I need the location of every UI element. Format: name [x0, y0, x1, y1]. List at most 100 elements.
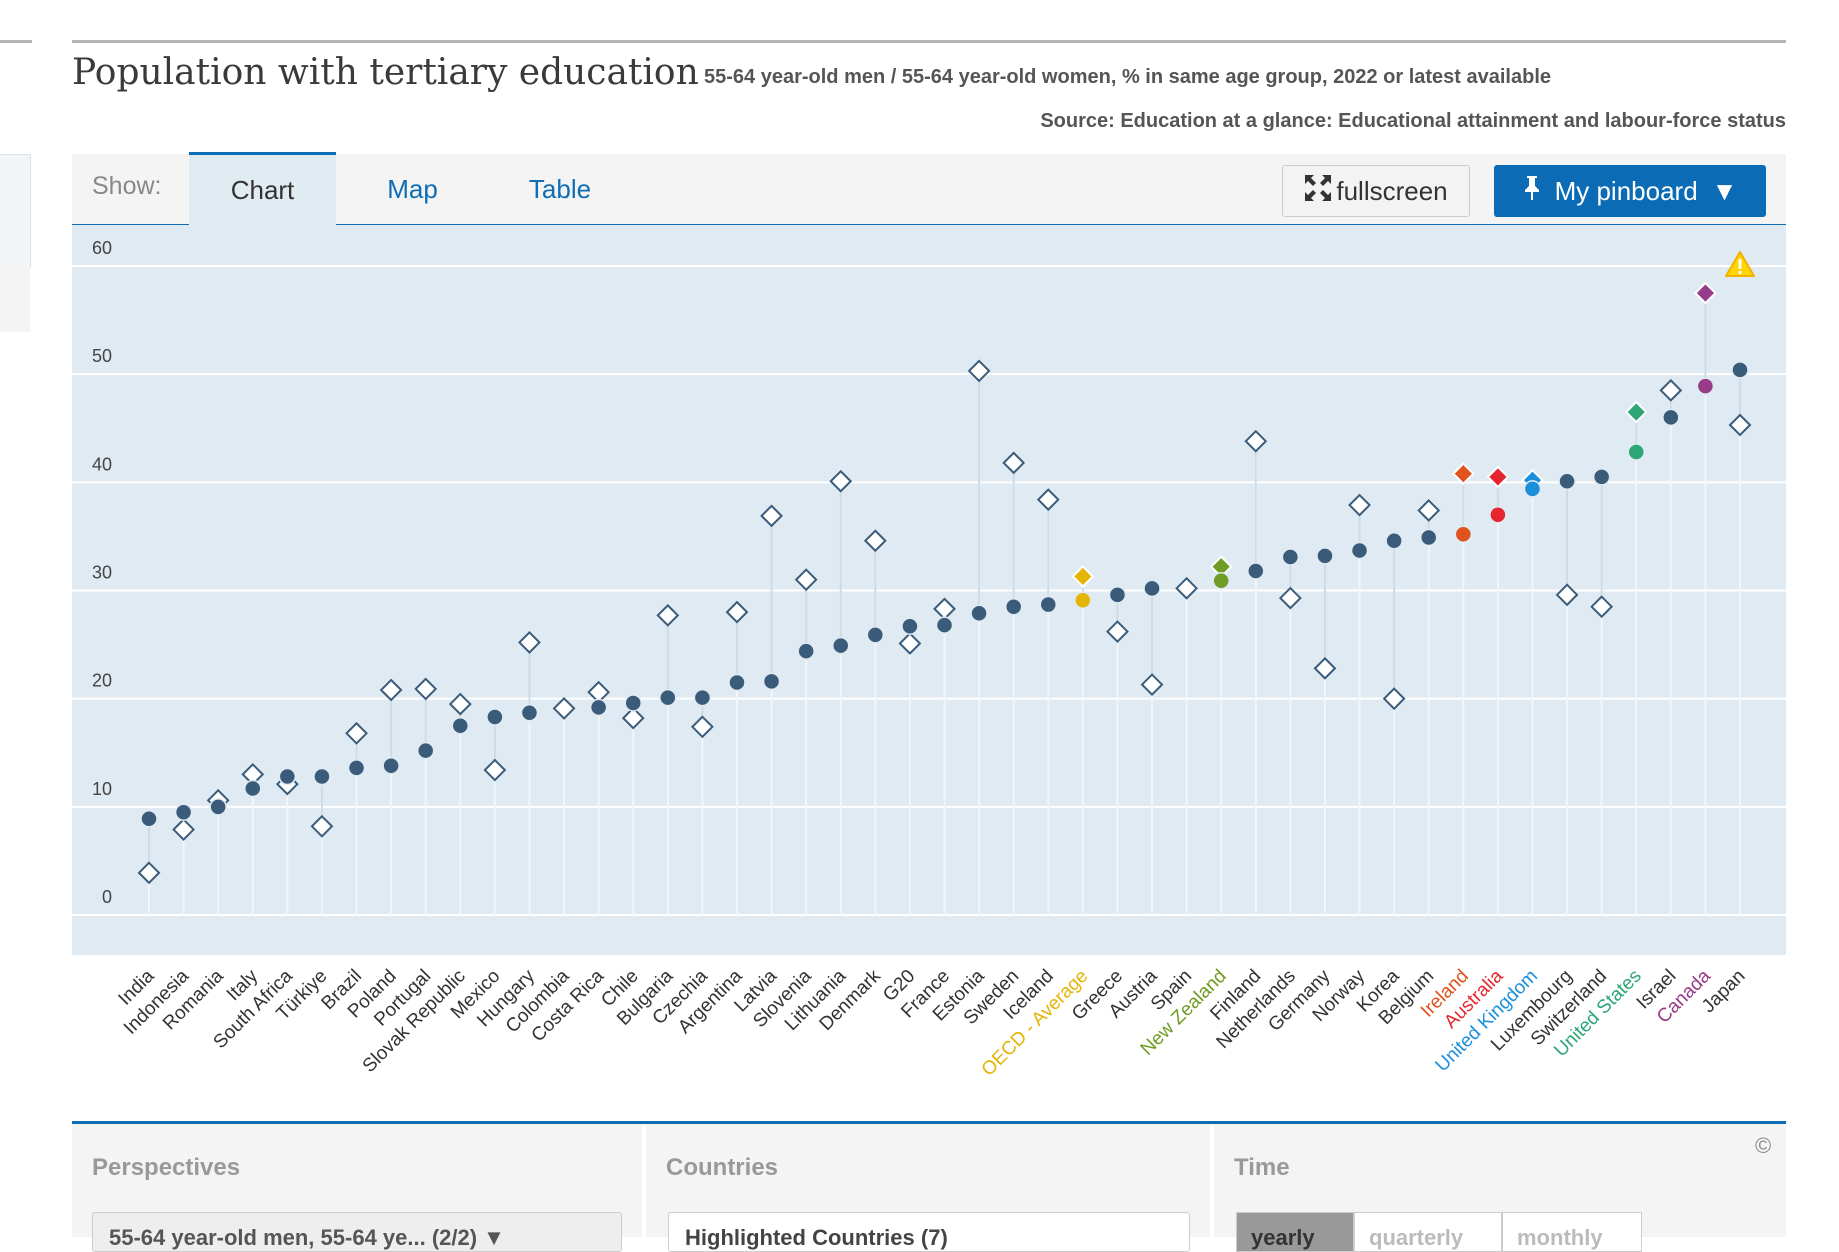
- y-tick-label: 40: [92, 454, 112, 474]
- men-marker: [1731, 361, 1749, 379]
- men-marker: [1074, 591, 1092, 609]
- warning-mark: [1738, 259, 1742, 269]
- women-marker: [967, 359, 991, 383]
- women-marker: [1659, 378, 1683, 402]
- countries-panel: Countries Highlighted Countries (7): [646, 1124, 1210, 1252]
- women-marker: [137, 861, 161, 885]
- women-marker: [1313, 656, 1337, 680]
- women-marker: [1175, 576, 1199, 600]
- chart: 0102030405060IndiaIndonesiaRomaniaItalyS…: [72, 225, 1786, 1080]
- side-panel-edge: [0, 154, 31, 268]
- tab-table[interactable]: Table: [528, 173, 592, 204]
- tab-map[interactable]: Map: [387, 173, 438, 204]
- men-marker: [1454, 525, 1473, 544]
- warning-icon: [1725, 251, 1755, 277]
- men-marker: [1419, 528, 1438, 547]
- women-marker: [656, 603, 680, 627]
- divider: [72, 40, 1786, 43]
- men-marker: [1039, 595, 1058, 614]
- men-marker: [970, 604, 988, 622]
- time-option-monthly[interactable]: monthly: [1502, 1212, 1642, 1252]
- men-marker: [416, 741, 435, 760]
- countries-heading: Countries: [666, 1154, 779, 1181]
- men-marker: [866, 626, 885, 644]
- women-marker: [1693, 281, 1717, 305]
- women-marker: [898, 632, 922, 655]
- men-marker: [659, 688, 677, 707]
- y-tick-label: 0: [102, 887, 112, 907]
- men-marker: [382, 756, 400, 775]
- men-marker: [1281, 548, 1300, 566]
- men-marker: [1489, 506, 1507, 524]
- pin-icon: [1523, 175, 1541, 208]
- men-marker: [1523, 480, 1542, 498]
- page-title: Population with tertiary education: [72, 52, 699, 93]
- women-marker: [1002, 451, 1026, 475]
- women-marker: [725, 600, 749, 624]
- men-marker: [1247, 562, 1265, 580]
- men-marker: [1004, 597, 1023, 616]
- women-marker: [621, 706, 645, 730]
- fullscreen-icon: [1304, 174, 1332, 209]
- women-marker: [1244, 429, 1268, 453]
- source-link[interactable]: Source: Education at a glance: Education…: [1040, 110, 1786, 132]
- show-label: Show:: [92, 172, 162, 200]
- men-marker: [624, 694, 642, 712]
- side-panel-edge: [0, 266, 30, 332]
- time-panel: Time yearly quarterly monthly: [1214, 1124, 1786, 1252]
- perspectives-select[interactable]: 55-64 year-old men, 55-64 ye... (2/2) ▼: [92, 1212, 622, 1252]
- men-marker: [693, 688, 712, 707]
- women-marker: [518, 631, 541, 654]
- women-marker: [1140, 673, 1164, 697]
- women-marker: [448, 692, 472, 716]
- time-option-yearly[interactable]: yearly: [1236, 1212, 1354, 1252]
- fullscreen-button[interactable]: fullscreen: [1282, 165, 1470, 217]
- copyright-icon[interactable]: ©: [1755, 1133, 1772, 1158]
- men-marker: [1627, 443, 1645, 461]
- tab-chart[interactable]: Chart: [189, 152, 336, 228]
- men-marker: [1558, 472, 1576, 491]
- women-marker: [483, 758, 507, 782]
- divider: [72, 1121, 1786, 1124]
- women-marker: [1590, 595, 1614, 619]
- women-marker: [829, 469, 853, 493]
- men-marker: [1212, 572, 1230, 590]
- men-marker: [1696, 377, 1715, 395]
- women-marker: [1451, 462, 1475, 486]
- perspectives-heading: Perspectives: [92, 1154, 241, 1181]
- men-marker: [347, 759, 366, 777]
- men-marker: [174, 803, 193, 821]
- women-marker: [1728, 413, 1752, 437]
- women-marker: [1486, 465, 1510, 489]
- women-marker: [863, 529, 887, 553]
- women-marker: [1348, 493, 1371, 517]
- men-marker: [935, 616, 954, 634]
- men-marker: [589, 698, 608, 717]
- time-heading: Time: [1234, 1154, 1290, 1181]
- men-marker: [831, 636, 850, 655]
- y-tick-label: 20: [92, 671, 112, 691]
- countries-select[interactable]: Highlighted Countries (7): [668, 1212, 1190, 1252]
- caret-down-icon: ▼: [1711, 175, 1738, 206]
- women-marker: [1106, 620, 1129, 644]
- men-marker: [1143, 579, 1161, 598]
- men-marker: [1662, 408, 1680, 427]
- men-marker: [520, 703, 539, 722]
- women-marker: [1382, 687, 1406, 711]
- men-marker: [1592, 468, 1611, 486]
- pinboard-label: My pinboard: [1554, 175, 1698, 206]
- time-option-quarterly[interactable]: quarterly: [1354, 1212, 1502, 1252]
- men-marker: [140, 809, 158, 828]
- women-marker: [310, 814, 334, 838]
- my-pinboard-button[interactable]: My pinboard ▼: [1494, 165, 1766, 217]
- women-marker: [1624, 400, 1648, 424]
- men-marker: [1316, 547, 1334, 565]
- women-marker: [1417, 499, 1441, 522]
- women-marker: [1278, 586, 1302, 610]
- y-tick-label: 30: [92, 563, 112, 583]
- perspectives-panel: Perspectives 55-64 year-old men, 55-64 y…: [72, 1124, 642, 1252]
- women-marker: [345, 721, 368, 745]
- men-marker: [209, 798, 227, 816]
- chart-subtitle: 55-64 year-old men / 55-64 year-old wome…: [704, 66, 1552, 88]
- women-marker: [172, 818, 196, 841]
